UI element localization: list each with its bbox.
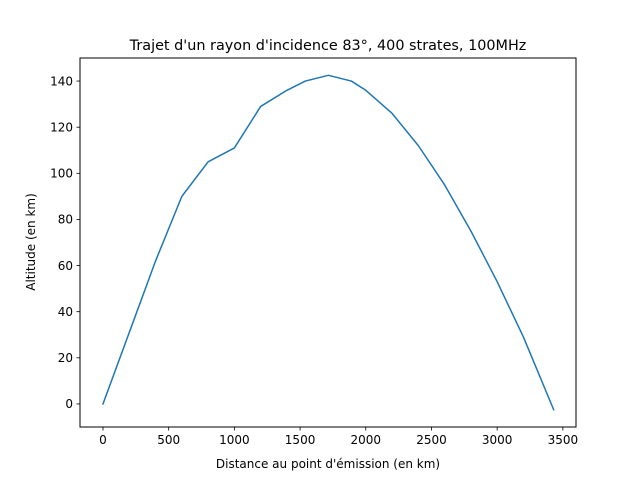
y-tick-label: 120 xyxy=(50,120,73,134)
plot-area xyxy=(80,58,576,427)
x-tick-label: 1500 xyxy=(285,433,316,447)
series-line-0 xyxy=(102,74,555,411)
x-tick-label: 500 xyxy=(157,433,180,447)
x-tick-label: 2000 xyxy=(351,433,382,447)
series-layer xyxy=(102,74,555,411)
y-tick-label: 0 xyxy=(65,397,73,411)
plot-frame xyxy=(79,57,577,428)
y-tick-label: 100 xyxy=(50,167,73,181)
x-tick-label: 3000 xyxy=(482,433,513,447)
x-tick-label: 0 xyxy=(99,433,107,447)
x-tick-label: 3500 xyxy=(548,433,579,447)
x-tick-label: 1000 xyxy=(219,433,250,447)
y-tick-label: 40 xyxy=(58,305,73,319)
y-tick-label: 80 xyxy=(58,213,73,227)
y-axis-label: Altitude (en km) xyxy=(24,193,38,291)
x-axis-ticks: 0 500 1000 1500 2000 2500 3000 3500 xyxy=(99,427,578,447)
x-axis-label: Distance au point d'émission (en km) xyxy=(216,457,440,471)
x-tick-label: 2500 xyxy=(416,433,447,447)
y-axis-ticks: 0 20 40 60 80 100 120 140 xyxy=(50,74,80,411)
y-tick-label: 60 xyxy=(58,259,73,273)
y-tick-label: 140 xyxy=(50,74,73,88)
chart-title: Trajet d'un rayon d'incidence 83°, 400 s… xyxy=(129,38,527,54)
y-tick-label: 20 xyxy=(58,351,73,365)
